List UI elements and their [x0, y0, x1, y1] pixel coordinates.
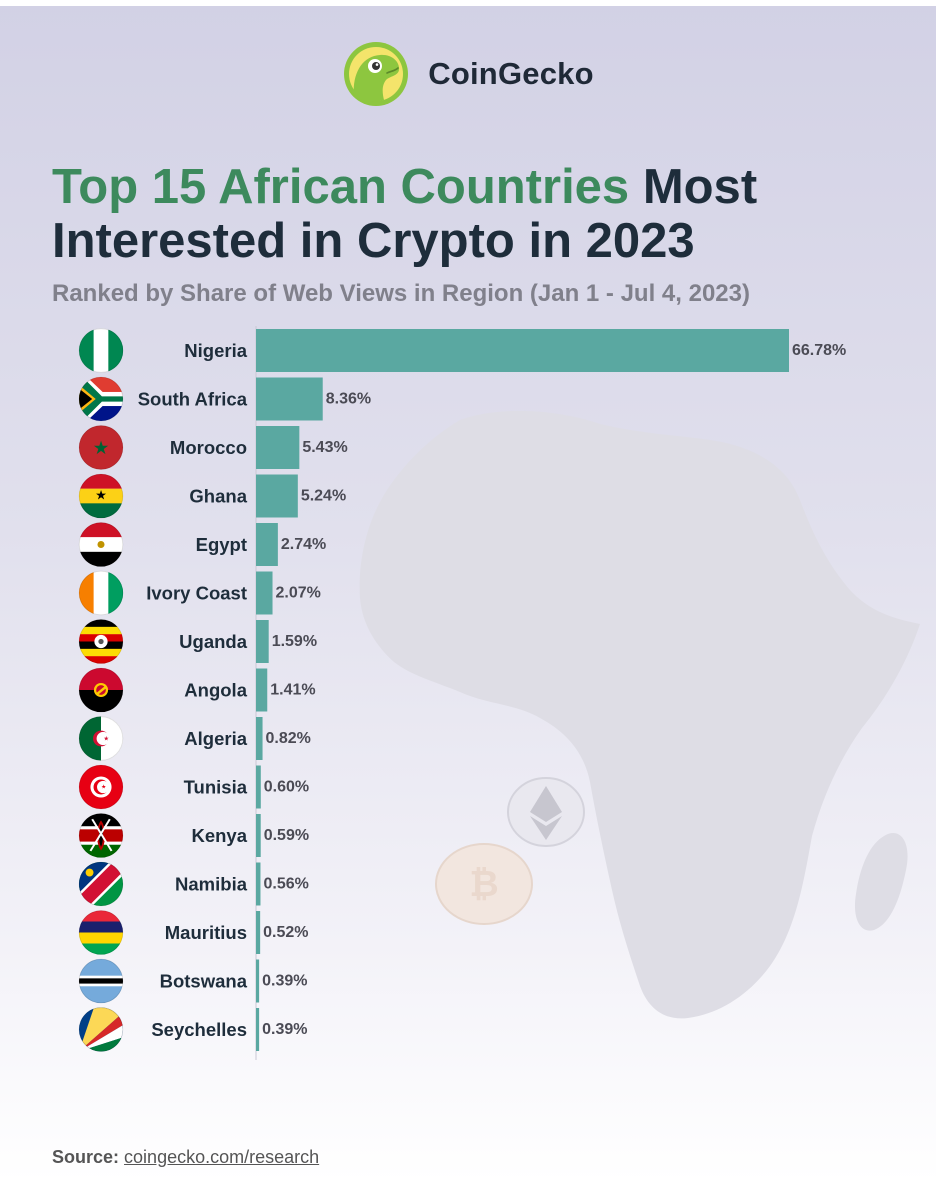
mauritius-flag-icon	[78, 910, 124, 955]
botswana-flag-icon	[78, 958, 124, 1004]
bar-row: Angola 1.41%	[78, 667, 316, 713]
category-label: Angola	[184, 680, 247, 701]
tunisia-flag-icon: ★	[78, 764, 124, 810]
bar	[256, 765, 261, 809]
bar	[256, 571, 273, 615]
value-label: 0.52%	[263, 924, 308, 941]
source-label: Source:	[52, 1147, 120, 1167]
svg-text:₿: ₿	[469, 864, 498, 905]
bar	[256, 911, 261, 954]
bar	[256, 523, 278, 566]
bar	[256, 620, 269, 663]
bar-row: Nigeria 66.78%	[78, 328, 846, 373]
value-label: 0.59%	[264, 827, 309, 844]
bar	[256, 717, 263, 760]
bar-row: Seychelles 0.39%	[78, 1007, 307, 1052]
bar	[256, 959, 260, 1003]
bar-row: Uganda 1.59%	[78, 619, 317, 664]
category-label: Namibia	[175, 874, 248, 895]
category-label: Botswana	[160, 971, 248, 992]
category-label: Seychelles	[151, 1019, 247, 1040]
kenya-flag-icon	[78, 813, 124, 858]
bar	[256, 862, 261, 906]
bar-row: ★ Algeria 0.82%	[78, 716, 311, 761]
bar	[256, 377, 323, 421]
title-highlight: Top 15 African Countries	[52, 160, 630, 214]
brand-header: CoinGecko	[0, 38, 936, 110]
source-line: Source: coingecko.com/research	[52, 1147, 319, 1168]
angola-flag-icon	[78, 667, 124, 713]
value-label: 0.82%	[266, 730, 311, 747]
bar	[256, 668, 268, 712]
bitcoin-coin-icon: ₿	[435, 843, 533, 925]
category-label: Kenya	[191, 825, 247, 846]
morocco-flag-icon: ★	[78, 425, 124, 470]
algeria-flag-icon: ★	[78, 716, 124, 761]
south-africa-flag-icon	[78, 376, 124, 422]
value-label: 5.24%	[301, 488, 346, 505]
nigeria-flag-icon	[78, 328, 124, 373]
category-label: Nigeria	[184, 340, 247, 361]
svg-text:★: ★	[93, 438, 110, 459]
chart-title: Top 15 African Countries Most Interested…	[52, 160, 912, 268]
value-label: 5.43%	[302, 439, 347, 456]
svg-text:★: ★	[104, 735, 110, 742]
value-label: 2.07%	[276, 585, 321, 602]
bar	[256, 1008, 260, 1051]
bar	[256, 426, 300, 469]
value-label: 0.56%	[263, 876, 308, 893]
svg-text:★: ★	[95, 489, 107, 504]
brand-name: CoinGecko	[428, 56, 594, 91]
value-label: 1.59%	[272, 633, 317, 650]
category-label: South Africa	[138, 389, 248, 410]
ivory-coast-flag-icon	[78, 570, 124, 616]
bar-chart: Nigeria 66.78% South Africa 8.36% ★ Morocco 5.…	[78, 326, 846, 1060]
namibia-flag-icon	[78, 861, 124, 907]
category-label: Uganda	[179, 631, 248, 652]
category-label: Tunisia	[184, 777, 248, 798]
value-label: 0.60%	[264, 779, 309, 796]
bar-row: South Africa 8.36%	[78, 376, 371, 422]
bar	[256, 474, 298, 518]
africa-map-background: ₿	[359, 410, 921, 1019]
category-label: Morocco	[170, 437, 247, 458]
africa-map-shape	[359, 410, 921, 1019]
category-label: Algeria	[184, 728, 247, 749]
source-link[interactable]: coingecko.com/research	[124, 1147, 320, 1167]
bar-row: ★ Tunisia 0.60%	[78, 764, 309, 810]
category-label: Egypt	[196, 534, 247, 555]
value-label: 8.36%	[326, 391, 371, 408]
bar-row: Egypt 2.74%	[78, 522, 326, 567]
chart-subtitle: Ranked by Share of Web Views in Region (…	[52, 280, 750, 307]
bar-row: Kenya 0.59%	[78, 813, 309, 858]
uganda-flag-icon	[78, 619, 124, 664]
value-label: 0.39%	[262, 1021, 307, 1038]
bar-row: Botswana 0.39%	[78, 958, 307, 1004]
bar	[256, 814, 261, 857]
bar-row: ★ Morocco 5.43%	[78, 425, 348, 470]
bar	[256, 329, 789, 372]
bar-row: ★ Ghana 5.24%	[78, 473, 346, 519]
gecko-logo-icon	[344, 42, 409, 106]
category-label: Mauritius	[165, 922, 247, 943]
category-label: Ghana	[189, 486, 247, 507]
value-label: 2.74%	[281, 536, 326, 553]
madagascar-shape	[854, 833, 908, 931]
egypt-flag-icon	[78, 522, 124, 567]
top-edge	[0, 0, 936, 6]
bar-row: Mauritius 0.52%	[78, 910, 309, 955]
ghana-flag-icon: ★	[78, 473, 124, 519]
value-label: 0.39%	[262, 973, 307, 990]
value-label: 1.41%	[270, 682, 315, 699]
seychelles-flag-icon	[78, 1007, 124, 1052]
category-label: Ivory Coast	[146, 583, 247, 604]
svg-text:★: ★	[101, 783, 106, 790]
ethereum-coin-icon	[507, 777, 585, 847]
value-label: 66.78%	[792, 342, 846, 359]
title-rest: Most Interested in Crypto in 2023	[52, 160, 758, 268]
bar-row: Ivory Coast 2.07%	[78, 570, 321, 616]
bar-row: Namibia 0.56%	[78, 861, 309, 907]
